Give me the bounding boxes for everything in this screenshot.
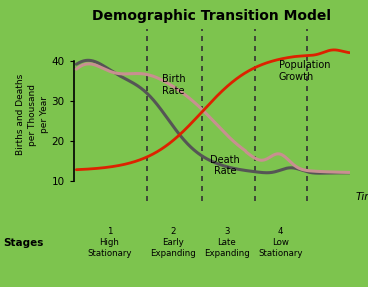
Text: 2
Early
Expanding: 2 Early Expanding — [150, 227, 196, 258]
Text: Death
Rate: Death Rate — [210, 155, 240, 177]
Text: 4
Low
Stationary: 4 Low Stationary — [258, 227, 303, 258]
Text: Population
Growth: Population Growth — [279, 60, 330, 82]
Text: 1
High
Stationary: 1 High Stationary — [87, 227, 132, 258]
Text: Birth
Rate: Birth Rate — [162, 74, 185, 96]
Title: Demographic Transition Model: Demographic Transition Model — [92, 9, 331, 23]
Text: Stages: Stages — [4, 238, 44, 247]
Text: Time: Time — [355, 192, 368, 201]
Y-axis label: Births and Deaths
per Thousand
per Year: Births and Deaths per Thousand per Year — [16, 74, 49, 156]
Text: 3
Late
Expanding: 3 Late Expanding — [204, 227, 250, 258]
